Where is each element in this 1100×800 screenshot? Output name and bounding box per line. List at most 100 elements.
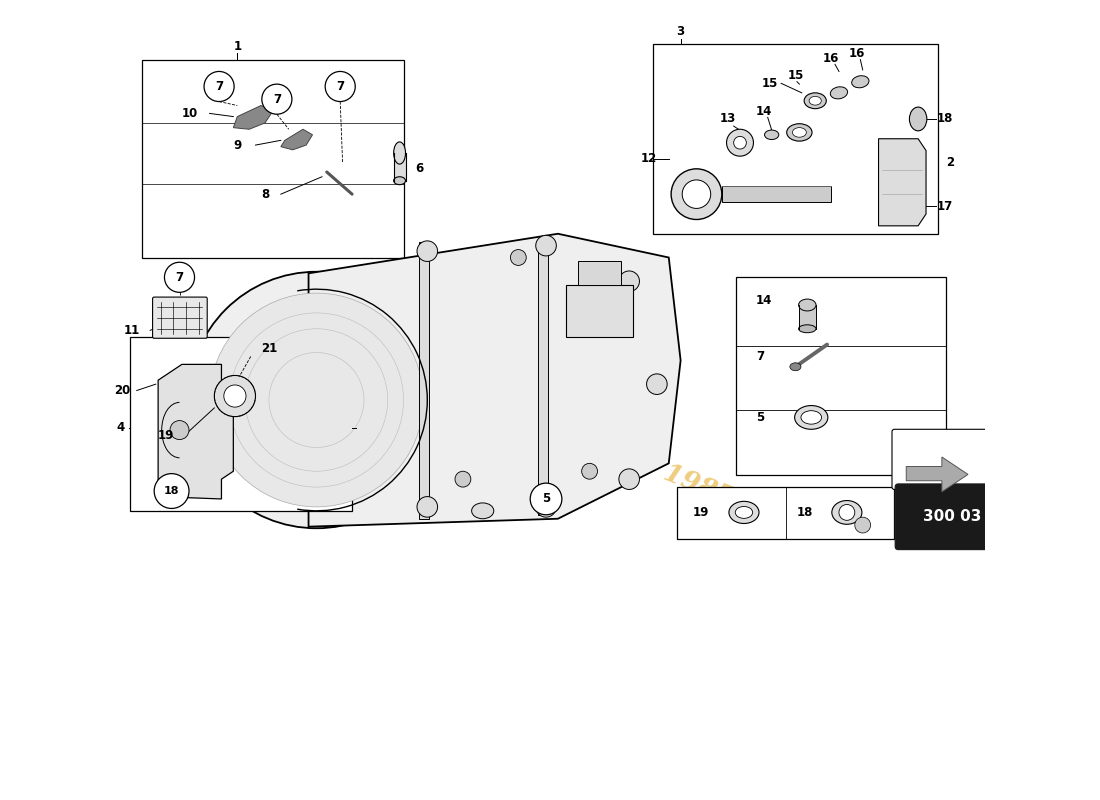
Circle shape: [510, 250, 526, 266]
Ellipse shape: [764, 130, 779, 139]
Text: 5: 5: [542, 493, 550, 506]
Bar: [578, 262, 621, 286]
Text: 15: 15: [762, 77, 779, 90]
Polygon shape: [906, 457, 968, 492]
Circle shape: [530, 483, 562, 514]
FancyBboxPatch shape: [892, 430, 1008, 490]
Text: 12: 12: [641, 152, 657, 165]
Ellipse shape: [801, 410, 822, 424]
Circle shape: [204, 71, 234, 102]
Text: 9: 9: [233, 138, 241, 151]
Bar: [142, 59, 404, 258]
Bar: [565, 286, 634, 337]
Circle shape: [223, 385, 246, 407]
Circle shape: [734, 136, 746, 149]
Polygon shape: [280, 130, 312, 150]
Text: 11: 11: [124, 324, 140, 337]
Text: 14: 14: [756, 294, 772, 306]
Polygon shape: [308, 234, 681, 526]
Ellipse shape: [729, 502, 759, 523]
Circle shape: [154, 474, 189, 509]
Text: 19: 19: [158, 429, 174, 442]
Circle shape: [855, 517, 870, 533]
Bar: [131, 337, 352, 511]
Bar: [722, 186, 830, 202]
Text: 6: 6: [416, 162, 424, 175]
Ellipse shape: [786, 124, 812, 141]
Polygon shape: [158, 364, 233, 499]
Circle shape: [188, 272, 444, 528]
Text: 16: 16: [849, 46, 866, 60]
Text: 4: 4: [117, 422, 125, 434]
Text: 20: 20: [114, 384, 131, 397]
Ellipse shape: [735, 506, 752, 518]
Circle shape: [671, 169, 722, 219]
Circle shape: [647, 374, 668, 394]
Circle shape: [682, 180, 711, 209]
Text: 7: 7: [175, 270, 184, 284]
Circle shape: [582, 463, 597, 479]
Text: 18: 18: [164, 486, 179, 496]
Circle shape: [417, 497, 438, 517]
Polygon shape: [879, 138, 926, 226]
Text: 5: 5: [756, 411, 764, 424]
Ellipse shape: [851, 76, 869, 88]
Ellipse shape: [790, 362, 801, 370]
Ellipse shape: [810, 96, 822, 105]
Bar: [676, 487, 894, 538]
Polygon shape: [233, 106, 273, 130]
Circle shape: [326, 71, 355, 102]
Ellipse shape: [799, 299, 816, 311]
Circle shape: [536, 497, 557, 517]
Ellipse shape: [792, 128, 806, 138]
Text: 18: 18: [936, 113, 953, 126]
Text: 13: 13: [720, 113, 736, 126]
Bar: [736, 278, 946, 475]
Ellipse shape: [394, 142, 406, 164]
Ellipse shape: [799, 325, 816, 333]
Text: 7: 7: [214, 80, 223, 93]
Bar: [799, 305, 816, 329]
Text: 15: 15: [788, 69, 804, 82]
Bar: [394, 153, 406, 181]
FancyBboxPatch shape: [895, 484, 1009, 550]
Bar: [538, 242, 548, 514]
Text: 3: 3: [676, 26, 684, 38]
Text: 7: 7: [337, 80, 344, 93]
Ellipse shape: [830, 86, 848, 99]
Circle shape: [839, 505, 855, 520]
Circle shape: [455, 471, 471, 487]
Text: 17: 17: [936, 199, 953, 213]
Circle shape: [210, 293, 424, 507]
FancyBboxPatch shape: [153, 297, 207, 338]
Circle shape: [726, 130, 754, 156]
Text: 8: 8: [261, 188, 270, 201]
Ellipse shape: [832, 501, 862, 524]
Circle shape: [214, 375, 255, 417]
Text: 16: 16: [823, 51, 839, 65]
Bar: [419, 242, 429, 518]
Circle shape: [165, 262, 195, 292]
Circle shape: [417, 241, 438, 262]
Text: 7: 7: [273, 93, 280, 106]
Ellipse shape: [794, 406, 828, 430]
Text: 21: 21: [261, 342, 277, 355]
Circle shape: [619, 469, 639, 490]
Text: a passion for parts since 1987: a passion for parts since 1987: [316, 321, 737, 510]
Ellipse shape: [472, 503, 494, 518]
Circle shape: [170, 421, 189, 439]
Ellipse shape: [804, 93, 826, 109]
Text: 7: 7: [756, 350, 764, 363]
Text: 18: 18: [798, 506, 813, 519]
Text: 300 03: 300 03: [923, 510, 981, 524]
Text: 10: 10: [182, 107, 198, 120]
Text: 14: 14: [756, 105, 772, 118]
Ellipse shape: [910, 107, 927, 131]
Text: 19: 19: [693, 506, 708, 519]
Circle shape: [536, 235, 557, 256]
Bar: [653, 44, 938, 234]
Circle shape: [262, 84, 292, 114]
Text: 2: 2: [946, 156, 954, 169]
Text: 1: 1: [233, 40, 241, 53]
Ellipse shape: [394, 177, 406, 185]
